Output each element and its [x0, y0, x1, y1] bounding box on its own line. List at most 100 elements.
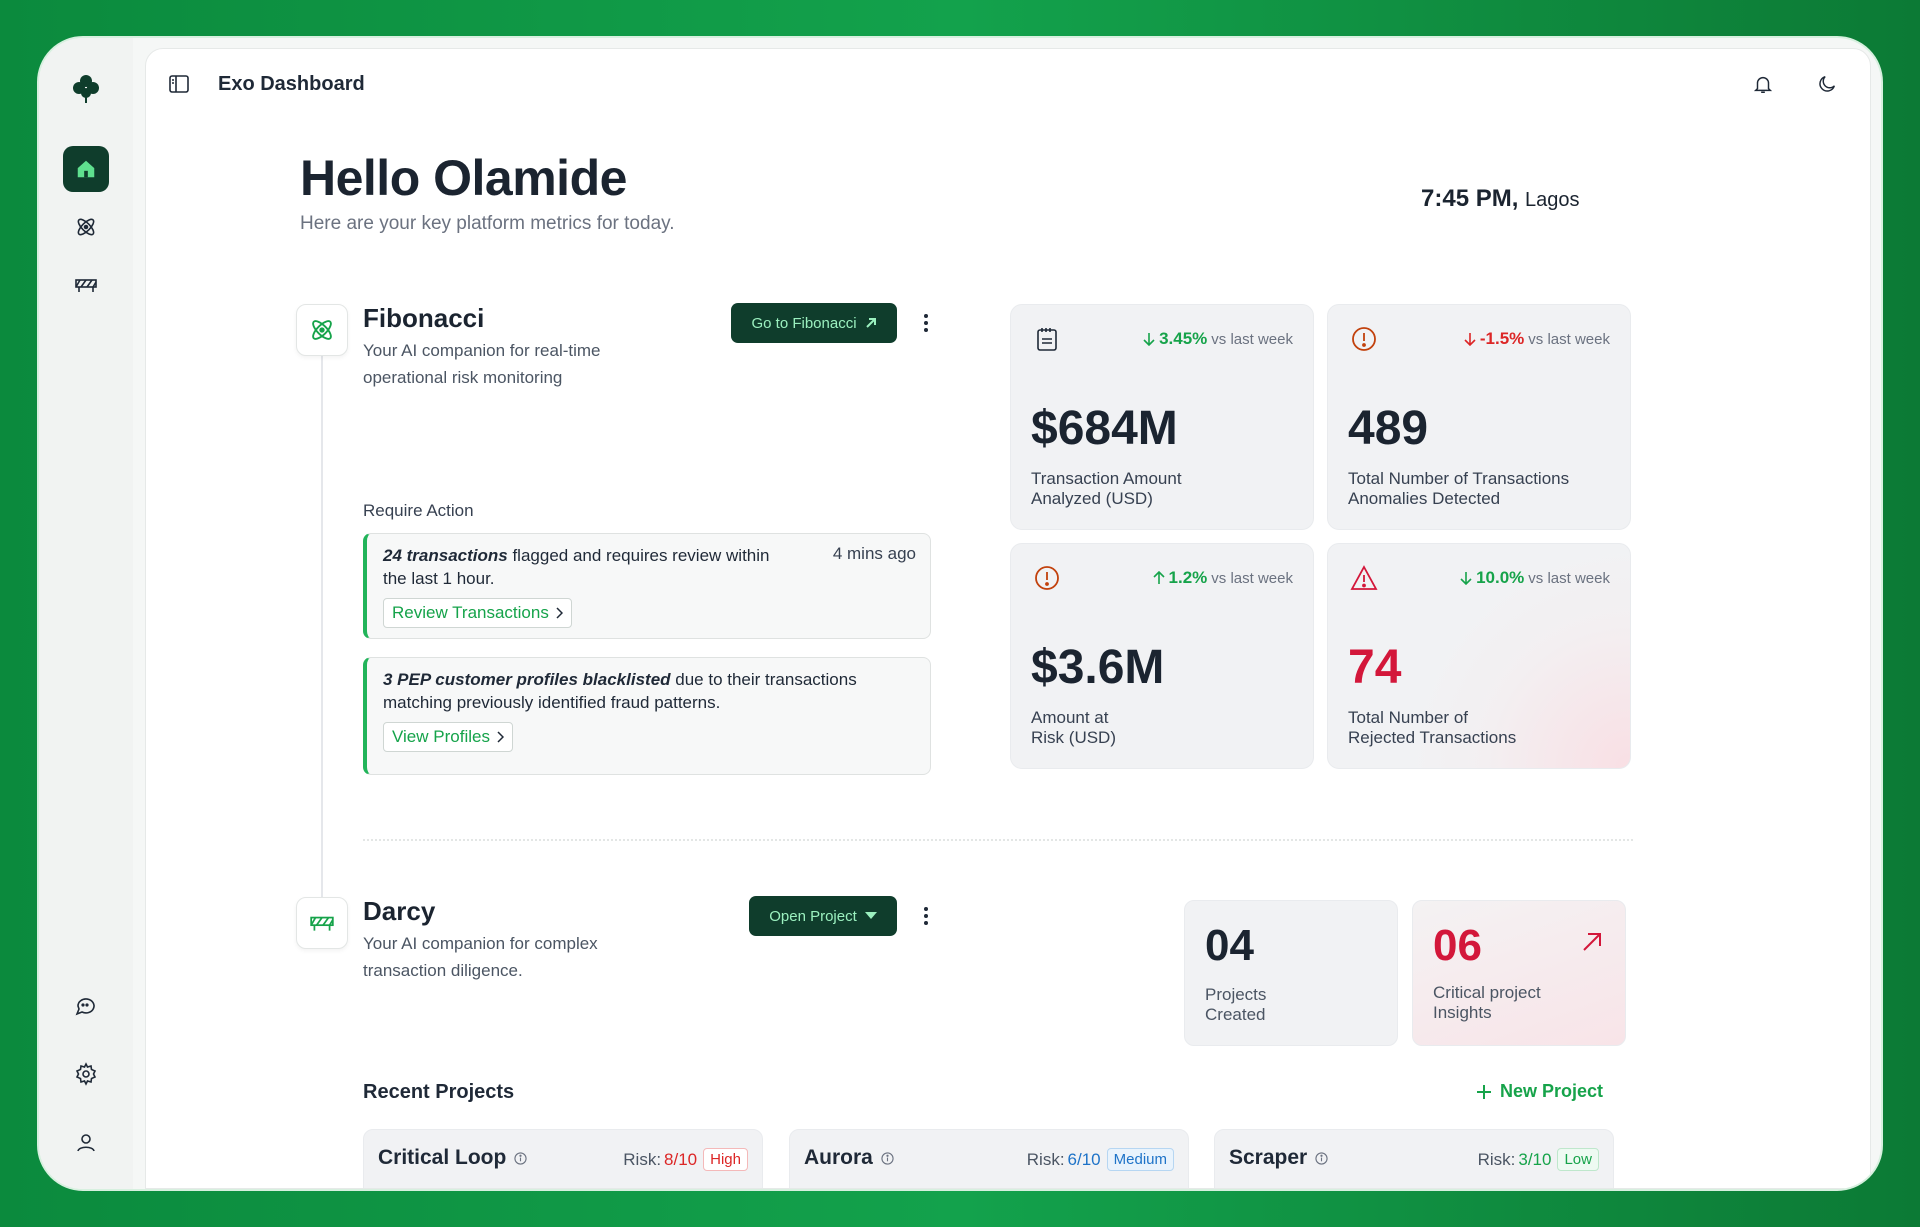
info-icon[interactable] — [1315, 1151, 1328, 1165]
open-project-label: Open Project — [769, 907, 857, 925]
user-icon — [77, 1134, 95, 1152]
moon-icon[interactable] — [1812, 69, 1842, 99]
info-icon[interactable] — [514, 1151, 527, 1165]
metric-card-amount-at-risk[interactable]: 1.2% vs last week $3.6M Amount at Risk (… — [1010, 543, 1314, 769]
sidebar-toggle-icon[interactable] — [166, 71, 192, 97]
project-name: Critical Loop — [378, 1146, 527, 1170]
clock: 7:45 PM, Lagos — [1421, 185, 1580, 213]
main-panel: Exo Dashboard Hello Olamide Here are you… — [145, 48, 1871, 1189]
metric-card-rejected[interactable]: 10.0% vs last week 74 Total Number of Re… — [1327, 543, 1631, 769]
arrow-down-icon — [1143, 333, 1155, 346]
alert-text: 24 transactions flagged and requires rev… — [383, 546, 770, 588]
metric-delta: 1.2% vs last week — [1152, 568, 1293, 588]
stat-value: 04 — [1205, 921, 1254, 970]
metric-delta: -1.5% vs last week — [1464, 329, 1610, 349]
new-project-button[interactable]: New Project — [1476, 1081, 1603, 1102]
app-title: Exo Dashboard — [218, 72, 365, 95]
sidebar — [39, 38, 133, 1189]
barrier-icon — [75, 279, 97, 292]
barrier-icon — [310, 916, 334, 931]
metric-card-anomalies[interactable]: -1.5% vs last week 489 Total Number of T… — [1327, 304, 1631, 530]
metric-label: Total Number of Rejected Transactions — [1348, 708, 1517, 747]
metric-delta: 3.45% vs last week — [1143, 329, 1293, 349]
project-name: Scraper — [1229, 1146, 1328, 1170]
alert-time: 4 mins ago — [832, 544, 916, 563]
alert-circle-icon — [1350, 325, 1378, 353]
metric-value: 489 — [1348, 402, 1429, 455]
darcy-more-icon[interactable] — [916, 901, 936, 931]
arrow-down-icon — [1460, 572, 1472, 585]
atom-icon — [312, 320, 332, 340]
project-card[interactable]: Aurora Risk: 6/10 Medium — [789, 1129, 1189, 1189]
fibonacci-description: Your AI companion for real-time operatio… — [363, 341, 601, 387]
timeline-line — [321, 349, 323, 949]
arrow-up-right-icon — [865, 318, 876, 328]
top-bar: Exo Dashboard — [146, 49, 1870, 119]
project-card[interactable]: Critical Loop Risk: 8/10 High — [363, 1129, 763, 1189]
stat-label: Projects Created — [1205, 985, 1267, 1024]
warning-triangle-icon — [1350, 564, 1378, 592]
project-risk: Risk: 3/10 Low — [1478, 1148, 1599, 1171]
metric-delta: 10.0% vs last week — [1460, 568, 1610, 588]
stat-value: 06 — [1433, 921, 1482, 970]
chat-icon — [75, 998, 95, 1016]
stat-critical-insights[interactable]: 06 Critical project Insights — [1412, 900, 1626, 1046]
require-action-label: Require Action — [363, 501, 474, 520]
project-card[interactable]: Scraper Risk: 3/10 Low — [1214, 1129, 1614, 1189]
stat-label: Critical project Insights — [1433, 983, 1541, 1022]
view-profiles-button[interactable]: View Profiles — [383, 722, 513, 752]
info-icon[interactable] — [881, 1151, 894, 1165]
project-risk: Risk: 6/10 Medium — [1027, 1148, 1174, 1171]
darcy-name: Darcy — [363, 896, 436, 926]
arrow-up-right-icon — [1583, 933, 1601, 951]
metric-label: Amount at Risk (USD) — [1031, 708, 1116, 747]
chevron-right-icon — [556, 607, 563, 619]
risk-badge: Low — [1557, 1148, 1599, 1171]
darcy-product-icon — [296, 897, 348, 949]
chat-nav-button[interactable] — [63, 983, 109, 1029]
metric-card-transaction-amount[interactable]: 3.45% vs last week $684M Transaction Amo… — [1010, 304, 1314, 530]
darcy-nav-button[interactable] — [63, 262, 109, 308]
risk-badge: Medium — [1106, 1148, 1174, 1171]
fibonacci-nav-button[interactable] — [63, 204, 109, 250]
darcy-description: Your AI companion for complex transactio… — [363, 934, 598, 980]
home-nav-button[interactable] — [63, 146, 109, 192]
project-name: Aurora — [804, 1146, 894, 1170]
clipboard-icon — [1033, 325, 1061, 353]
metric-label: Transaction Amount Analyzed (USD) — [1031, 469, 1182, 508]
metric-value: $3.6M — [1031, 641, 1165, 694]
profile-nav-button[interactable] — [63, 1119, 109, 1165]
bell-icon[interactable] — [1748, 69, 1778, 99]
fibonacci-more-icon[interactable] — [916, 308, 936, 338]
clover-logo-icon[interactable] — [66, 68, 106, 108]
open-project-button[interactable]: Open Project — [749, 896, 897, 936]
metric-label: Total Number of Transactions Anomalies D… — [1348, 469, 1570, 508]
project-card-body — [372, 1188, 754, 1189]
recent-projects-title: Recent Projects — [363, 1081, 515, 1103]
gear-icon — [75, 1062, 97, 1086]
project-risk: Risk: 8/10 High — [623, 1148, 748, 1171]
review-transactions-button[interactable]: Review Transactions — [383, 598, 572, 628]
settings-nav-button[interactable] — [63, 1051, 109, 1097]
risk-badge: High — [703, 1148, 748, 1171]
chevron-right-icon — [497, 731, 504, 743]
home-icon — [77, 160, 95, 178]
alert-card: 3 PEP customer profiles blacklisted due … — [363, 657, 931, 775]
go-to-fibonacci-button[interactable]: Go to Fibonacci — [731, 303, 897, 343]
fibonacci-product-icon — [296, 304, 348, 356]
device-frame: Exo Dashboard Hello Olamide Here are you… — [37, 36, 1883, 1191]
arrow-up-icon — [1152, 571, 1165, 584]
project-card-body — [798, 1188, 1180, 1189]
greeting-subtitle: Here are your key platform metrics for t… — [300, 213, 675, 234]
greeting: Hello Olamide Here are your key platform… — [300, 149, 675, 235]
alert-circle-icon — [1033, 564, 1061, 592]
project-card-body — [1223, 1188, 1605, 1189]
stat-projects-created[interactable]: 04 Projects Created — [1184, 900, 1398, 1046]
caret-down-icon — [864, 912, 877, 919]
alert-card: 24 transactions flagged and requires rev… — [363, 533, 931, 639]
atom-icon — [77, 218, 95, 236]
go-to-fibonacci-label: Go to Fibonacci — [751, 314, 857, 332]
plus-icon — [1477, 1084, 1491, 1099]
clock-city: Lagos — [1525, 189, 1580, 211]
arrow-down-icon — [1464, 333, 1476, 346]
